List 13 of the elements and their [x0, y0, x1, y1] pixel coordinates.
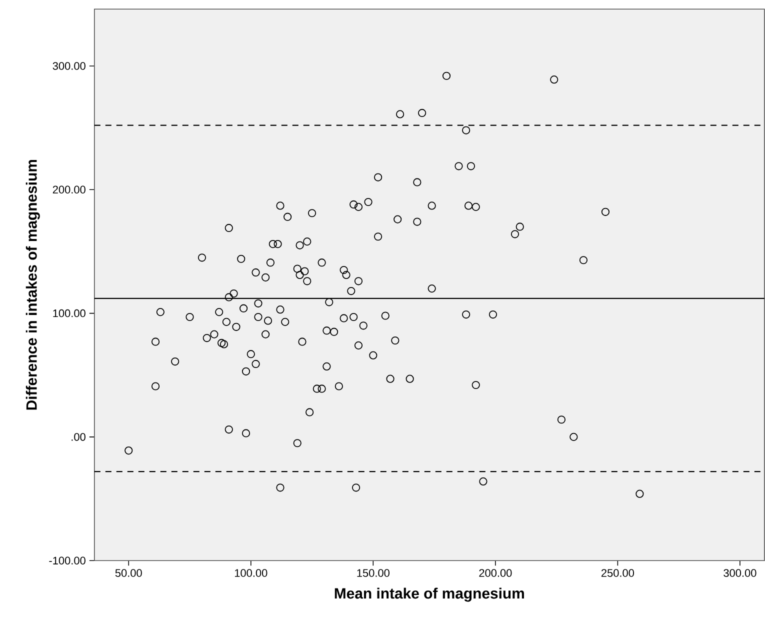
x-tick-label: 100.00 — [234, 569, 268, 577]
x-tick-label: 250.00 — [601, 569, 634, 577]
y-tick-label: 100.00 — [53, 309, 86, 318]
y-tick-label: -100.00 — [49, 556, 86, 564]
x-tick-label: 300.00 — [724, 569, 756, 577]
y-tick-label: .00 — [72, 433, 86, 441]
x-axis-title: Mean intake of magnesium — [334, 588, 524, 602]
x-tick-label: 50.00 — [115, 569, 142, 577]
y-axis-title: Difference in intakes of magnesium — [26, 160, 40, 410]
y-tick-label: 300.00 — [52, 62, 86, 70]
x-tick-label: 200.00 — [479, 569, 512, 577]
x-tick-label: 150.00 — [357, 569, 390, 577]
y-tick-label: 200.00 — [52, 186, 86, 194]
